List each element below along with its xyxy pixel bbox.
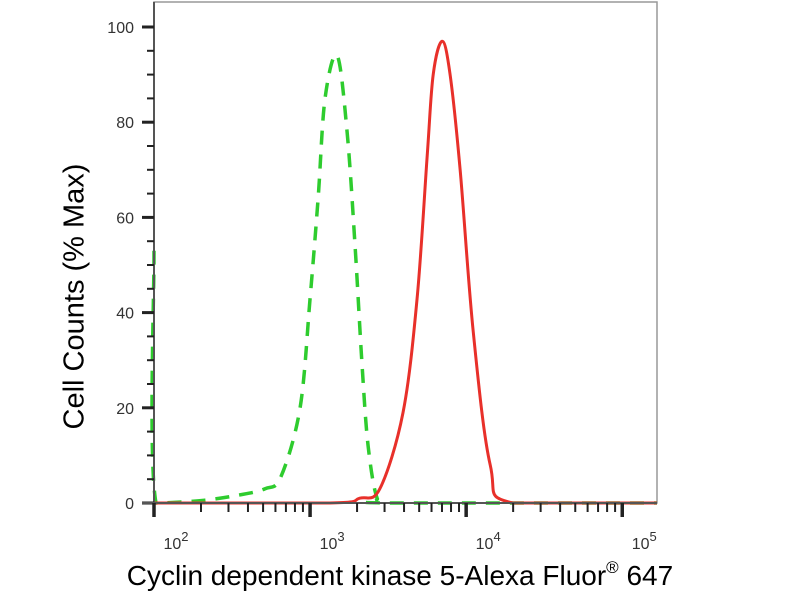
plot-frame <box>153 1 658 504</box>
x-axis-label-suffix: 647 <box>618 560 674 591</box>
x-tick-label: 104 <box>476 529 501 553</box>
y-tick-label: 60 <box>116 210 134 227</box>
x-tick-label: 103 <box>320 529 345 553</box>
y-tick-label: 100 <box>107 20 134 37</box>
x-tick-exponent: 2 <box>181 529 188 544</box>
plot-border <box>153 1 658 504</box>
y-tick-label: 0 <box>125 496 134 513</box>
y-tick-label: 20 <box>116 401 134 418</box>
x-tick-label: 102 <box>163 529 188 553</box>
x-tick-base: 10 <box>476 536 494 553</box>
x-tick-exponent: 5 <box>650 529 657 544</box>
x-tick-base: 10 <box>320 536 338 553</box>
x-tick-base: 10 <box>163 536 181 553</box>
x-tick-base: 10 <box>632 536 650 553</box>
series-layer <box>150 39 657 505</box>
sample-histogram-line <box>154 39 657 505</box>
x-axis-label: Cyclin dependent kinase 5-Alexa Fluor® 6… <box>0 558 800 592</box>
control-histogram-line <box>150 53 657 505</box>
x-tick-exponent: 3 <box>337 529 344 544</box>
y-tick-label: 40 <box>116 306 134 323</box>
registered-mark: ® <box>606 558 619 577</box>
x-tick-exponent: 4 <box>493 529 500 544</box>
x-tick-label: 105 <box>632 529 657 553</box>
y-axis-label: Cell Counts (% Max) <box>58 163 91 430</box>
x-axis-label-main: Cyclin dependent kinase 5-Alexa Fluor <box>126 560 607 591</box>
y-tick-label: 80 <box>116 115 134 132</box>
